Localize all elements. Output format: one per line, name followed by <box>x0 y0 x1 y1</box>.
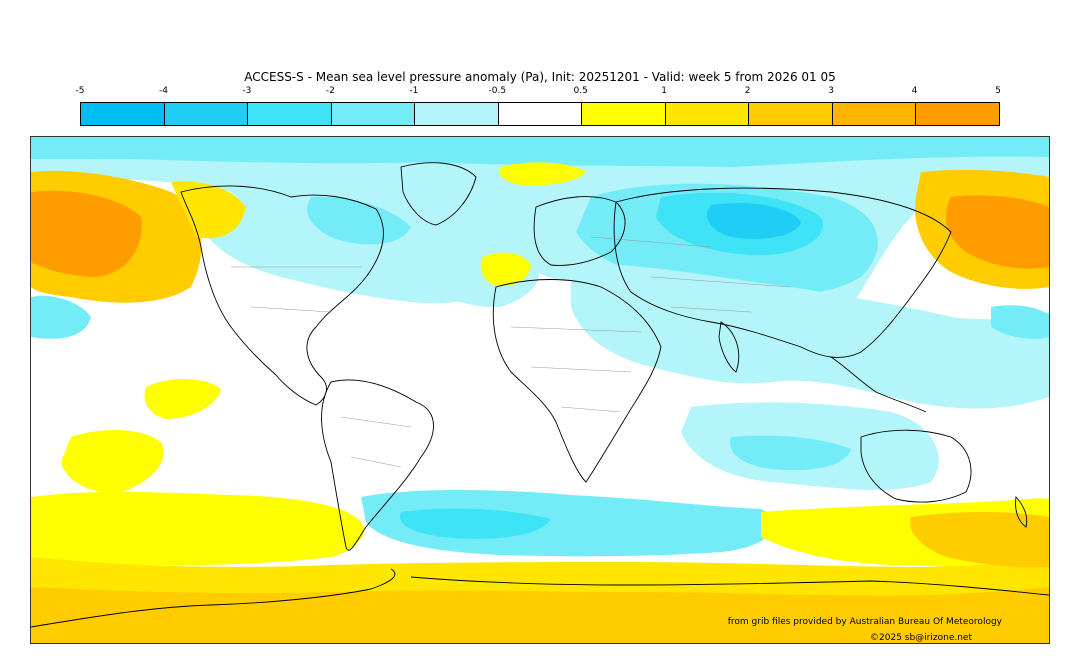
west-pacific-negative <box>991 309 1049 337</box>
legend-swatch <box>498 103 583 125</box>
legend-tick-label: -0.5 <box>488 86 507 96</box>
east-pacific-negative <box>31 295 91 339</box>
coastlines <box>31 162 1049 628</box>
indian-ocean-negative-mid <box>730 435 851 471</box>
legend-color-bar <box>80 102 1000 126</box>
legend-swatch <box>331 103 416 125</box>
legend-swatch <box>582 103 666 125</box>
border-africa <box>510 326 642 413</box>
southern-ocean-positive <box>31 491 364 566</box>
asia-negative-faint <box>571 264 1049 409</box>
india-coast <box>718 321 740 373</box>
legend-tick-label: 1 <box>661 86 668 96</box>
legend-tick-label: 5 <box>995 86 1001 96</box>
copyright-notice: ©2025 sb@irizone.net <box>870 633 972 643</box>
arctic-negative-light <box>31 137 1049 167</box>
border-americas <box>231 266 412 468</box>
asia-coast <box>613 187 952 358</box>
australia-coast <box>860 429 972 503</box>
legend-swatch <box>164 103 249 125</box>
europe-coast <box>533 196 626 266</box>
siberia-negative-core <box>707 202 801 239</box>
south-america-coast <box>321 379 434 551</box>
legend-tick-label: -5 <box>75 86 85 96</box>
legend-swatch <box>415 103 499 125</box>
north-pacific-positive-core <box>31 190 142 277</box>
color-legend: -5 -4 -3 -2 -1 -0.5 0.5 1 2 3 4 5 <box>76 86 1001 128</box>
legend-tick-label: -3 <box>242 86 252 96</box>
southeast-asia-coast <box>830 356 927 413</box>
canada-negative-mid <box>307 196 411 245</box>
legend-tick-labels: -5 -4 -3 -2 -1 -0.5 0.5 1 2 3 4 5 <box>76 86 1001 100</box>
legend-tick-label: 2 <box>744 86 751 96</box>
atlantic-negative <box>411 230 540 308</box>
south-pacific-positive <box>61 430 164 493</box>
greenland-coast <box>400 162 477 226</box>
legend-tick-label: 3 <box>828 86 834 96</box>
iberia-positive <box>480 252 531 287</box>
legend-swatch <box>749 103 833 125</box>
legend-swatch <box>916 103 1000 125</box>
legend-tick-label: 4 <box>911 86 918 96</box>
legend-tick-label: 0.5 <box>573 86 588 96</box>
greenland-positive <box>499 162 586 186</box>
tropical-pacific-positive <box>144 378 221 419</box>
legend-swatch <box>665 103 750 125</box>
country-borders <box>231 236 792 468</box>
legend-tick-label: -2 <box>325 86 335 96</box>
south-atlantic-negative <box>361 490 776 557</box>
alaska-positive <box>171 181 246 239</box>
antarctica-coast <box>31 568 1049 628</box>
legend-swatch <box>81 103 165 125</box>
legend-swatch <box>832 103 917 125</box>
data-source-credit: from grib files provided by Australian B… <box>727 617 1002 627</box>
australia-south-positive <box>910 512 1049 568</box>
map-title: ACCESS-S - Mean sea level pressure anoma… <box>244 70 836 84</box>
legend-swatch <box>248 103 332 125</box>
south-atlantic-negative-mid <box>400 508 551 539</box>
border-eurasia <box>590 236 792 313</box>
map-svg <box>31 137 1049 643</box>
africa-coast <box>492 279 662 483</box>
legend-tick-label: -1 <box>409 86 419 96</box>
north-america-coast <box>180 185 384 406</box>
new-zealand-coast <box>1015 495 1028 528</box>
anomaly-map <box>30 136 1050 644</box>
legend-tick-label: -4 <box>158 86 168 96</box>
kamchatka-positive-core <box>946 195 1049 269</box>
